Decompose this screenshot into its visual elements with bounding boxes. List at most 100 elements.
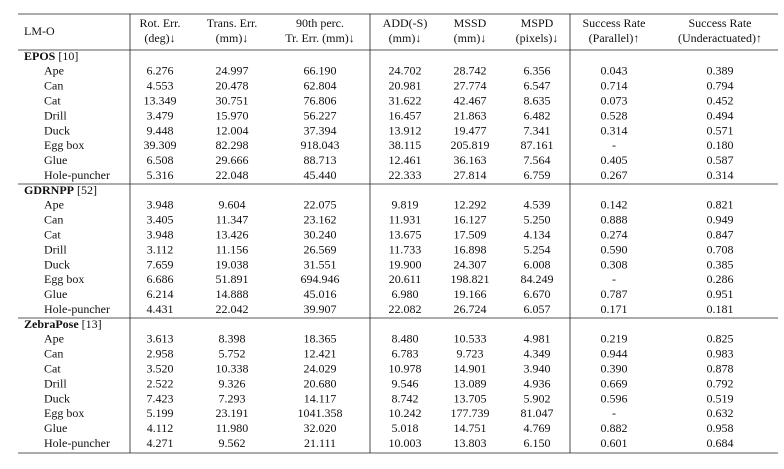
cell-value: 0.787 bbox=[601, 287, 628, 301]
cell-value: 30.240 bbox=[304, 227, 337, 241]
cell-value: 51.891 bbox=[216, 272, 249, 286]
cell-value: 4.134 bbox=[524, 227, 551, 241]
object-name: Cat bbox=[44, 227, 61, 241]
cell-value: 4.112 bbox=[147, 421, 174, 435]
cell-value: 4.769 bbox=[524, 421, 551, 435]
header-label: Trans. Err. bbox=[207, 16, 258, 30]
cell-value: 0.308 bbox=[601, 257, 628, 271]
object-name: Ape bbox=[44, 332, 64, 346]
object-name: Hole-puncher bbox=[44, 302, 110, 316]
cell-value: 0.171 bbox=[601, 302, 628, 316]
cell-value: 4.271 bbox=[147, 436, 174, 450]
cell-value: 9.562 bbox=[219, 436, 246, 450]
header-label: ADD(-S) bbox=[383, 16, 428, 30]
object-name: Cat bbox=[44, 361, 61, 375]
cell-value: 0.314 bbox=[707, 168, 734, 182]
cell-value: 5.902 bbox=[524, 391, 551, 405]
cell-value: 918.043 bbox=[301, 138, 340, 152]
cell-value: 14.117 bbox=[304, 391, 337, 405]
cell-value: 22.042 bbox=[216, 302, 249, 316]
header-label: Rot. Err. bbox=[140, 16, 181, 30]
cell-value: 8.398 bbox=[219, 332, 246, 346]
cell-value: 0.385 bbox=[707, 257, 734, 271]
cell-value: 14.751 bbox=[454, 421, 487, 435]
cell-value: 5.752 bbox=[219, 347, 246, 361]
group-title: GDRNPP [52] bbox=[24, 183, 97, 197]
method-name: GDRNPP bbox=[24, 183, 74, 197]
cell-value: 30.751 bbox=[216, 93, 249, 107]
cell-value: 0.792 bbox=[707, 376, 734, 390]
cell-value: 9.723 bbox=[457, 347, 484, 361]
cell-value: 21.111 bbox=[304, 436, 336, 450]
cell-value: 6.150 bbox=[524, 436, 551, 450]
cell-value: 16.457 bbox=[389, 108, 422, 122]
cell-value: 11.931 bbox=[389, 213, 422, 227]
cell-value: 0.181 bbox=[707, 302, 734, 316]
cell-value: 0.274 bbox=[601, 227, 628, 241]
cell-value: 22.075 bbox=[304, 198, 337, 212]
cell-value: 0.958 bbox=[707, 421, 734, 435]
group-title: EPOS [10] bbox=[24, 49, 78, 63]
cell-value: 5.250 bbox=[524, 213, 551, 227]
header-label: (Underactuated)↑ bbox=[678, 31, 762, 45]
cell-value: 24.702 bbox=[389, 64, 422, 78]
cell-value: 13.426 bbox=[216, 227, 249, 241]
header-label: (deg)↓ bbox=[144, 31, 175, 45]
cell-value: 0.571 bbox=[707, 123, 734, 137]
cell-value: 177.739 bbox=[451, 406, 490, 420]
object-name: Glue bbox=[44, 421, 67, 435]
cell-value: 9.326 bbox=[219, 376, 246, 390]
object-name: Hole-puncher bbox=[44, 436, 110, 450]
cell-value: 76.806 bbox=[304, 93, 337, 107]
header-label: (mm)↓ bbox=[389, 31, 422, 45]
cell-value: 19.166 bbox=[454, 287, 487, 301]
object-name: Duck bbox=[44, 391, 70, 405]
cell-value: 0.528 bbox=[601, 108, 628, 122]
cell-value: 10.533 bbox=[454, 332, 487, 346]
cell-value: 45.440 bbox=[304, 168, 337, 182]
cell-value: 6.276 bbox=[147, 64, 174, 78]
cell-value: - bbox=[612, 406, 616, 420]
cell-value: 22.048 bbox=[216, 168, 249, 182]
cell-value: 3.405 bbox=[147, 213, 174, 227]
cell-value: - bbox=[612, 138, 616, 152]
cell-value: 14.901 bbox=[454, 361, 487, 375]
object-name: Can bbox=[44, 213, 63, 227]
cell-value: 7.564 bbox=[524, 153, 551, 167]
cell-value: 12.461 bbox=[389, 153, 422, 167]
cell-value: 0.043 bbox=[601, 64, 628, 78]
cell-value: 18.365 bbox=[304, 332, 337, 346]
cell-value: 11.347 bbox=[216, 213, 249, 227]
header-label: Tr. Err. (mm)↓ bbox=[285, 31, 355, 45]
cell-value: 0.587 bbox=[707, 153, 734, 167]
group-title: ZebraPose [13] bbox=[24, 317, 102, 331]
cell-value: 3.940 bbox=[524, 361, 551, 375]
header-label: Success Rate bbox=[689, 16, 752, 30]
cell-value: 4.431 bbox=[147, 302, 174, 316]
cell-value: 4.981 bbox=[524, 332, 551, 346]
cell-value: 16.127 bbox=[454, 213, 487, 227]
header-label: MSSD bbox=[454, 16, 487, 30]
cell-value: 24.997 bbox=[216, 64, 249, 78]
cell-value: 39.309 bbox=[144, 138, 177, 152]
cell-value: 0.882 bbox=[601, 421, 628, 435]
cell-value: 0.794 bbox=[707, 79, 734, 93]
header-label: MSPD bbox=[521, 16, 554, 30]
cell-value: 6.783 bbox=[392, 347, 419, 361]
cell-value: 19.900 bbox=[389, 257, 422, 271]
object-name: Can bbox=[44, 347, 63, 361]
cell-value: 38.115 bbox=[389, 138, 422, 152]
cell-value: 0.949 bbox=[707, 213, 734, 227]
cell-value: 6.057 bbox=[524, 302, 551, 316]
cell-value: 2.958 bbox=[147, 347, 174, 361]
cell-value: 11.156 bbox=[216, 242, 249, 256]
cell-value: 3.520 bbox=[147, 361, 174, 375]
cell-value: 0.708 bbox=[707, 242, 734, 256]
header-label: (Parallel)↑ bbox=[589, 31, 640, 45]
method-ref: [13] bbox=[82, 317, 102, 331]
cell-value: 9.819 bbox=[392, 198, 419, 212]
cell-value: 0.314 bbox=[601, 123, 628, 137]
cell-value: 0.714 bbox=[601, 79, 628, 93]
cell-value: 15.970 bbox=[216, 108, 249, 122]
